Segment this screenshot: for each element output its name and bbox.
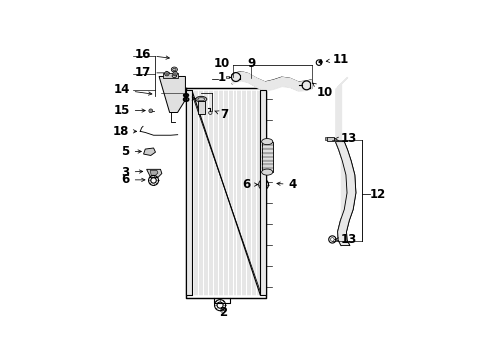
Bar [226,76,229,78]
Ellipse shape [172,68,176,71]
Text: 13: 13 [335,132,357,145]
Text: 12: 12 [370,188,386,201]
Ellipse shape [196,96,207,102]
Bar [297,84,300,87]
Text: 6: 6 [122,174,145,186]
Text: 16: 16 [135,48,170,61]
Text: 5: 5 [122,145,141,158]
Circle shape [165,72,169,76]
Text: 8: 8 [181,92,196,105]
Text: 4: 4 [277,178,297,191]
Text: 14: 14 [113,83,152,96]
Ellipse shape [262,139,273,145]
Text: 2: 2 [220,306,227,319]
Polygon shape [150,170,158,176]
Text: 10: 10 [214,57,230,69]
Polygon shape [159,76,185,112]
Text: 6: 6 [243,178,258,191]
Text: 7: 7 [215,108,228,121]
Text: 3: 3 [122,166,143,179]
Polygon shape [335,141,356,246]
Ellipse shape [262,169,273,175]
Circle shape [149,109,153,113]
Text: 11: 11 [326,53,349,66]
Text: 18: 18 [112,125,137,138]
Bar [186,90,192,296]
Text: 9: 9 [247,57,255,69]
Bar [198,102,204,114]
Circle shape [173,72,177,76]
Bar [260,90,267,296]
Text: 13: 13 [335,233,357,246]
Text: 1: 1 [218,71,226,84]
Bar [325,138,327,140]
Polygon shape [144,148,155,156]
Bar [262,141,273,172]
Polygon shape [147,169,162,177]
Bar [327,137,334,141]
Text: 17: 17 [135,66,170,79]
Text: 10: 10 [313,83,333,99]
Bar [163,73,178,78]
Ellipse shape [172,74,176,77]
Ellipse shape [172,67,177,72]
Text: 15: 15 [113,104,145,117]
